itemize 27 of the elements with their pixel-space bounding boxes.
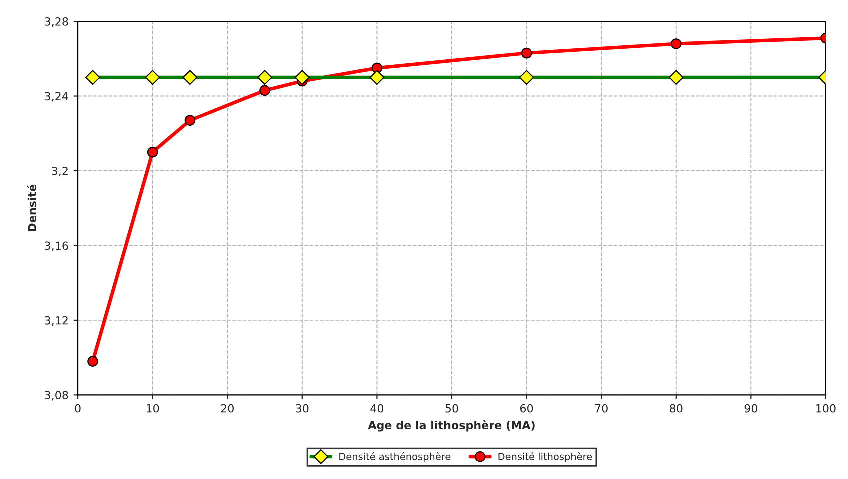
x-tick-label: 10 [146,404,160,413]
point [88,356,98,367]
x-tick-label: 50 [446,404,458,413]
y-tick-label: 3,24 [45,92,68,102]
y-tick-label: 3,12 [45,316,68,326]
x-tick-label: 20 [221,404,234,413]
legend-label: Densité lithosphère [498,452,592,462]
x-tick-label: 40 [370,404,384,413]
point [260,85,270,96]
y-tick-label: 3,2 [52,166,68,177]
x-axis-title: Age de la lithosphère (MA) [368,420,535,432]
x-tick-label: 100 [816,404,836,413]
point [184,115,196,126]
point [147,146,158,158]
point [670,38,682,50]
x-tick-label: 90 [744,404,758,413]
x-tick-label: 60 [520,404,534,413]
point [521,48,532,59]
x-tick-label: 70 [595,404,608,413]
x-tick-label: 80 [670,404,683,413]
x-tick-label: 30 [296,404,309,413]
y-axis-title: Densité [27,184,37,232]
y-tick-label: 3,08 [45,391,68,401]
y-tick-label: 3,16 [45,242,68,252]
x-tick-label: 0 [75,404,81,413]
y-tick-label: 3,28 [45,18,68,28]
legend-label: Densité asthénosphère [340,452,451,462]
